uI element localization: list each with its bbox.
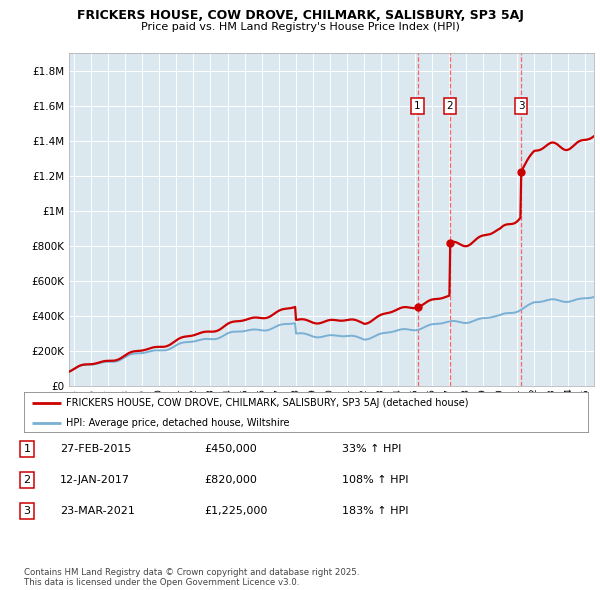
Text: FRICKERS HOUSE, COW DROVE, CHILMARK, SALISBURY, SP3 5AJ (detached house): FRICKERS HOUSE, COW DROVE, CHILMARK, SAL… [66, 398, 469, 408]
Text: 33% ↑ HPI: 33% ↑ HPI [342, 444, 401, 454]
Text: 3: 3 [518, 101, 524, 111]
Text: 2: 2 [23, 475, 31, 485]
Text: 183% ↑ HPI: 183% ↑ HPI [342, 506, 409, 516]
Text: £450,000: £450,000 [204, 444, 257, 454]
Text: £1,225,000: £1,225,000 [204, 506, 268, 516]
Text: 1: 1 [23, 444, 31, 454]
Text: 108% ↑ HPI: 108% ↑ HPI [342, 475, 409, 485]
Text: Price paid vs. HM Land Registry's House Price Index (HPI): Price paid vs. HM Land Registry's House … [140, 22, 460, 32]
Text: £820,000: £820,000 [204, 475, 257, 485]
Text: 27-FEB-2015: 27-FEB-2015 [60, 444, 131, 454]
Text: FRICKERS HOUSE, COW DROVE, CHILMARK, SALISBURY, SP3 5AJ: FRICKERS HOUSE, COW DROVE, CHILMARK, SAL… [77, 9, 523, 22]
Text: 2: 2 [446, 101, 453, 111]
Text: HPI: Average price, detached house, Wiltshire: HPI: Average price, detached house, Wilt… [66, 418, 290, 428]
Text: 3: 3 [23, 506, 31, 516]
Text: 23-MAR-2021: 23-MAR-2021 [60, 506, 135, 516]
Text: 1: 1 [414, 101, 421, 111]
Text: 12-JAN-2017: 12-JAN-2017 [60, 475, 130, 485]
Text: Contains HM Land Registry data © Crown copyright and database right 2025.
This d: Contains HM Land Registry data © Crown c… [24, 568, 359, 587]
